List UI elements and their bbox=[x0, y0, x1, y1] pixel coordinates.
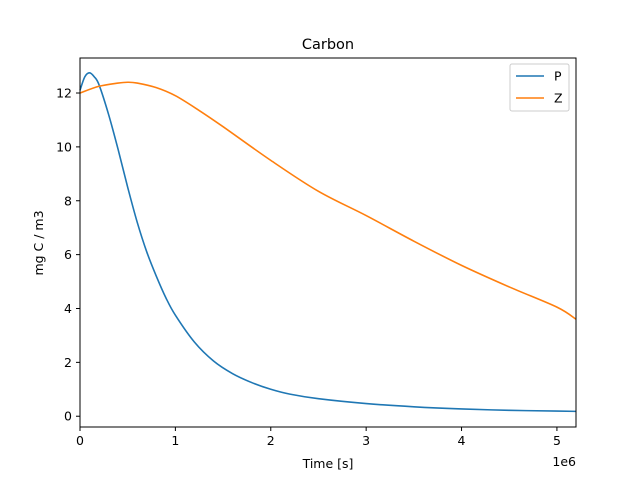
plot-frame bbox=[79, 57, 577, 428]
series-line-z bbox=[79, 81, 577, 320]
x-tick-label: 2 bbox=[267, 433, 275, 448]
series-line-p bbox=[79, 72, 577, 413]
x-tick-label: 4 bbox=[458, 433, 466, 448]
y-axis-label: mg C / m3 bbox=[31, 210, 46, 275]
x-tick-label: 5 bbox=[553, 433, 561, 448]
y-tick-label: 0 bbox=[64, 409, 72, 424]
series-layer bbox=[79, 72, 577, 413]
legend-label-p: P bbox=[554, 69, 562, 84]
x-offset-label: 1e6 bbox=[552, 454, 576, 469]
y-tick-label: 8 bbox=[64, 193, 72, 208]
x-axis-label: Time [s] bbox=[302, 456, 354, 471]
y-tick-label: 4 bbox=[64, 301, 72, 316]
x-tick-label: 3 bbox=[362, 433, 370, 448]
legend-label-z: Z bbox=[554, 91, 563, 106]
y-tick-label: 2 bbox=[64, 355, 72, 370]
y-tick-label: 12 bbox=[56, 86, 72, 101]
legend: PZ bbox=[509, 63, 570, 112]
y-tick-label: 10 bbox=[56, 139, 72, 154]
chart-title: Carbon bbox=[302, 37, 354, 53]
x-tick-label: 1 bbox=[171, 433, 179, 448]
y-tick-label: 6 bbox=[64, 247, 72, 262]
x-tick-label: 0 bbox=[76, 433, 84, 448]
